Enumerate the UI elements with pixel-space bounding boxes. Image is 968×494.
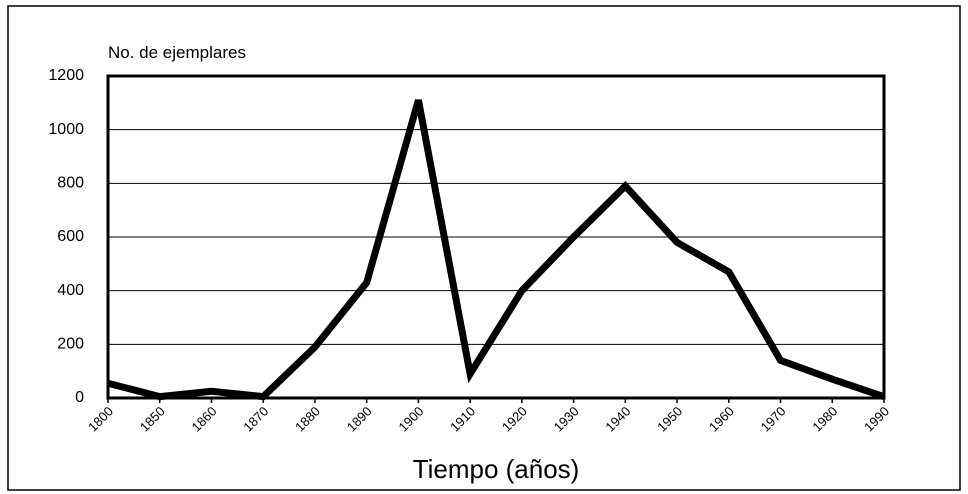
- x-tick-label: 1870: [240, 404, 271, 435]
- x-tick-label: 1980: [809, 404, 840, 435]
- y-tick-label: 1200: [48, 67, 84, 84]
- y-tick-label: 1000: [48, 121, 84, 138]
- data-line: [107, 99, 886, 401]
- x-tick-label: 1850: [137, 404, 168, 435]
- y-tick-label: 600: [57, 228, 84, 245]
- x-tick-label: 1890: [344, 404, 375, 435]
- x-tick-label: 1900: [395, 404, 426, 435]
- outer-frame: [7, 5, 961, 491]
- y-axis-label: No. de ejemplares: [108, 43, 246, 62]
- y-tick-label: 400: [57, 282, 84, 299]
- x-tick-label: 1800: [85, 404, 116, 435]
- x-tick-label: 1990: [861, 404, 892, 435]
- x-axis-label: Tiempo (años): [413, 454, 580, 484]
- x-tick-label: 1930: [551, 404, 582, 435]
- y-tick-label: 0: [75, 389, 84, 406]
- x-tick-label: 1880: [292, 404, 323, 435]
- x-tick-label: 1910: [447, 404, 478, 435]
- y-tick-label: 800: [57, 175, 84, 192]
- x-tick-label: 1960: [706, 404, 737, 435]
- x-tick-label: 1920: [499, 404, 530, 435]
- x-tick-label: 1860: [189, 404, 220, 435]
- x-tick-label: 1950: [654, 404, 685, 435]
- x-tick-label: 1970: [758, 404, 789, 435]
- plot-frame: [106, 74, 886, 400]
- y-tick-label: 200: [57, 336, 84, 353]
- x-tick-label: 1940: [602, 404, 633, 435]
